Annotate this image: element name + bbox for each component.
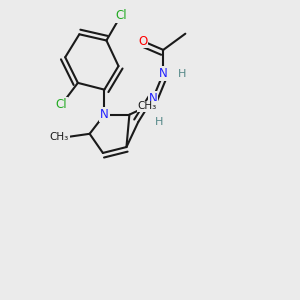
Text: CH₃: CH₃ [137,101,157,111]
Text: N: N [100,108,109,121]
Text: O: O [138,34,147,48]
Text: H: H [154,117,163,127]
Text: H: H [178,69,186,79]
Text: CH₃: CH₃ [50,132,69,142]
Text: Cl: Cl [56,98,68,111]
Text: Cl: Cl [115,9,127,22]
Text: N: N [148,92,157,105]
Text: N: N [159,67,168,80]
